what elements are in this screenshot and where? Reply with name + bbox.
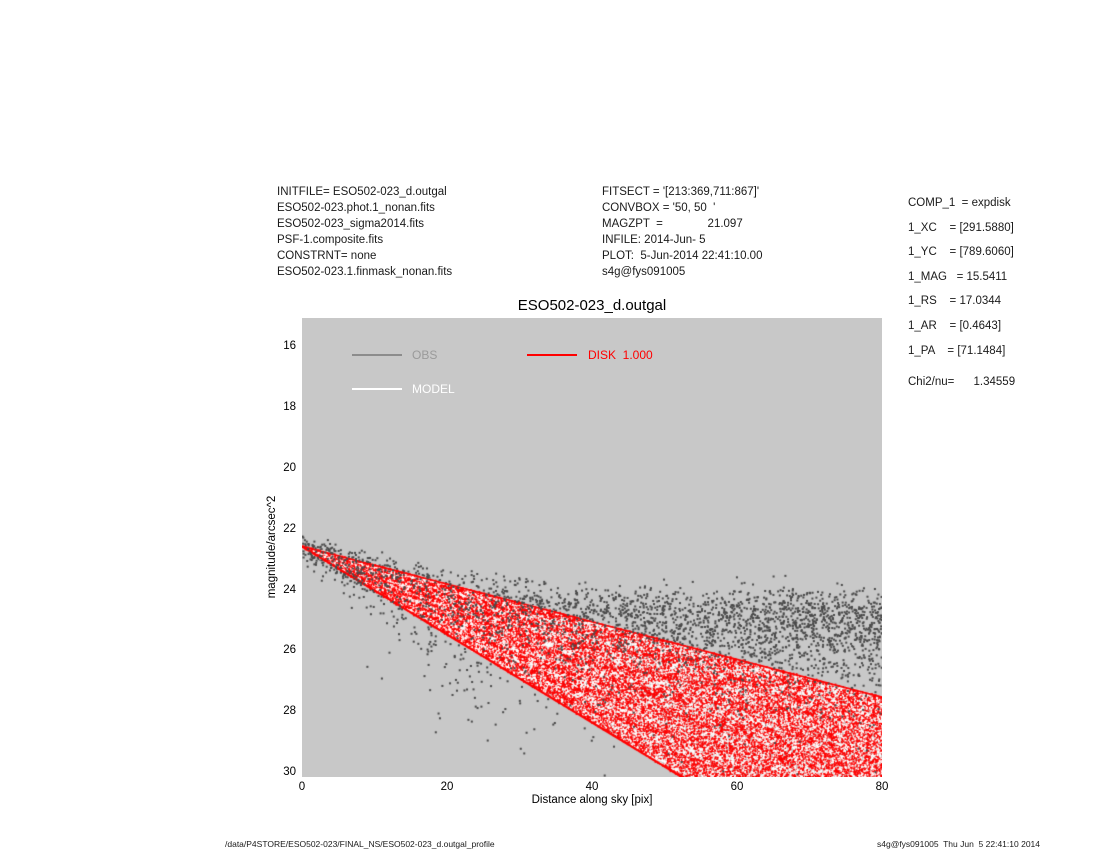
text-line: 1_AR = [0.4643]: [908, 319, 1002, 332]
x-tick-label: 0: [298, 781, 306, 793]
input-files-block: INITFILE= ESO502-023_d.outgal ESO502-023.…: [277, 184, 452, 280]
y-tick-label: 28: [283, 705, 296, 718]
text-line: CONVBOX = '50, 50 ': [602, 202, 716, 214]
text-line: 1_XC = [291.5880]: [908, 221, 1014, 234]
text-line: ESO502-023.1.finmask_nonan.fits: [277, 266, 453, 278]
y-tick-label: 18: [283, 401, 296, 414]
footer-user-timestamp: s4g@fys091005 Thu Jun 5 22:41:10 2014: [876, 839, 1040, 849]
legend-obs-line: [352, 354, 402, 356]
fit-settings-block: FITSECT = '[213:369,711:867]' CONVBOX = '…: [602, 184, 762, 280]
x-tick-label: 80: [875, 781, 889, 793]
plot-title: ESO502-023_d.outgal: [517, 297, 667, 314]
footer-file-path: /data/P4STORE/ESO502-023/FINAL_NS/ESO502…: [225, 839, 495, 849]
component-parameters-block: COMP_1 = expdisk 1_XC = [291.5880] 1_YC = …: [908, 191, 1015, 388]
x-tick-label: 60: [730, 781, 744, 793]
x-tick-label: 40: [585, 781, 599, 793]
legend-obs-label: OBS: [412, 348, 438, 362]
text-line: FITSECT = '[213:369,711:867]': [602, 186, 760, 198]
y-tick-label: 16: [283, 340, 296, 353]
y-tick-label: 22: [283, 522, 296, 535]
text-line: 1_YC = [789.6060]: [908, 246, 1014, 259]
text-line: MAGZPT = 21.097: [602, 218, 743, 230]
text-line: ESO502-023.phot.1_nonan.fits: [277, 202, 435, 214]
y-tick-label: 30: [283, 766, 296, 779]
y-tick-label: 20: [283, 461, 296, 474]
legend-model-label: MODEL: [412, 382, 455, 396]
text-line: INFILE: 2014-Jun- 5: [602, 234, 706, 246]
text-line: s4g@fys091005: [602, 266, 686, 278]
scatter-canvas: [302, 318, 882, 777]
plot-area: OBS MODEL DISK 1.000: [302, 318, 882, 777]
text-line: INITFILE= ESO502-023_d.outgal: [277, 186, 447, 198]
text-line: ESO502-023_sigma2014.fits: [277, 218, 425, 230]
chi2-line: Chi2/nu= 1.34559: [908, 376, 1016, 389]
text-line: PLOT: 5-Jun-2014 22:41:10.00: [602, 250, 763, 262]
component-parameter-rows: COMP_1 = expdisk 1_XC = [291.5880] 1_YC = …: [908, 191, 1015, 363]
legend-disk-line: [527, 354, 577, 356]
text-line: CONSTRNT= none: [277, 250, 377, 262]
x-tick-label: 20: [440, 781, 454, 793]
text-line: 1_RS = 17.0344: [908, 295, 1002, 308]
x-axis-label: Distance along sky [pix]: [531, 794, 653, 806]
text-line: 1_MAG = 15.5411: [908, 270, 1008, 283]
legend-disk-label: DISK 1.000: [588, 348, 653, 362]
text-line: COMP_1 = expdisk: [908, 197, 1011, 209]
text-line: PSF-1.composite.fits: [277, 234, 384, 246]
legend-model-line: [352, 388, 402, 390]
text-line: 1_PA = [71.1484]: [908, 344, 1006, 357]
y-tick-label: 24: [283, 583, 296, 596]
y-tick-label: 26: [283, 644, 296, 657]
